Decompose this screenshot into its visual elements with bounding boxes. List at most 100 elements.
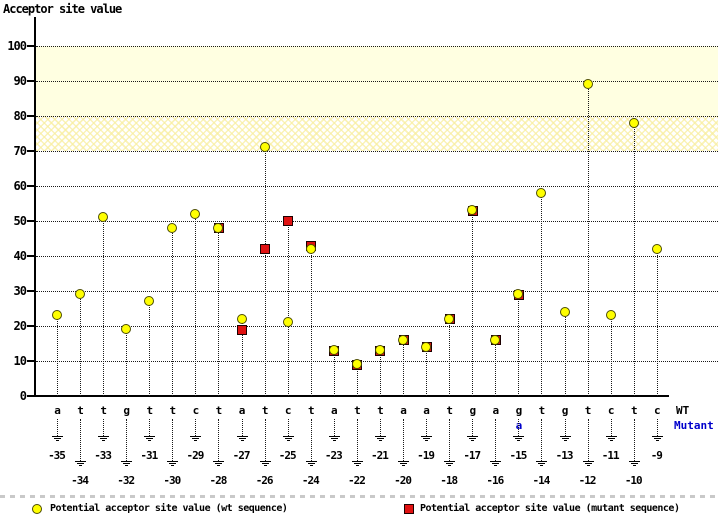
- legend-mutant-icon: [404, 504, 414, 514]
- data-stem: [172, 228, 174, 396]
- wt-row-label: WT: [676, 404, 690, 417]
- data-stem: [356, 364, 358, 396]
- y-tick-label-80: 80: [13, 109, 27, 123]
- ruler-line: [449, 419, 451, 461]
- ruler-line: [172, 419, 174, 461]
- position-label: -25: [278, 449, 297, 462]
- base-letter: c: [607, 404, 615, 417]
- data-stem: [80, 294, 82, 396]
- base-letter: t: [446, 404, 453, 417]
- base-letter: c: [284, 404, 292, 417]
- gridline-50: [36, 221, 718, 222]
- data-stem: [449, 319, 451, 396]
- data-stem: [103, 217, 105, 396]
- gridline-60: [36, 186, 718, 187]
- ground-icon: [212, 461, 225, 467]
- position-label: -10: [624, 474, 643, 487]
- y-tick-label-40: 40: [13, 249, 27, 263]
- ground-icon: [582, 461, 595, 467]
- ground-icon: [166, 461, 179, 467]
- ruler-line: [587, 419, 589, 461]
- wt-point: [444, 313, 455, 324]
- y-tick-20: [27, 325, 35, 327]
- legend-wt-icon: [32, 504, 42, 514]
- y-tick-label-0: 0: [19, 389, 27, 403]
- base-letter: c: [192, 404, 200, 417]
- base-letter: t: [538, 404, 546, 417]
- data-stem: [518, 294, 520, 396]
- wt-point: [467, 205, 478, 215]
- mutant-point: [237, 324, 248, 335]
- wt-point: [651, 243, 662, 254]
- ground-icon: [559, 436, 572, 442]
- wt-point: [398, 334, 409, 345]
- wt-point: [52, 310, 62, 320]
- ground-icon: [374, 436, 387, 442]
- data-stem: [564, 312, 566, 396]
- wt-point: [490, 334, 501, 345]
- ground-icon: [651, 436, 664, 442]
- wt-point: [121, 324, 132, 334]
- gridline-70: [36, 151, 718, 152]
- ground-icon: [74, 461, 87, 467]
- data-stem: [149, 301, 151, 396]
- data-stem: [610, 315, 612, 396]
- base-letter: t: [377, 404, 384, 417]
- y-tick-30: [27, 290, 35, 292]
- base-letter: a: [400, 404, 407, 417]
- base-letter: a: [423, 404, 430, 417]
- ruler-line: [495, 419, 497, 461]
- position-label: -27: [232, 449, 251, 462]
- y-tick-label-70: 70: [13, 144, 27, 158]
- ground-icon: [236, 436, 249, 442]
- ground-icon: [305, 461, 318, 467]
- position-label: -20: [394, 474, 412, 487]
- position-label: -30: [163, 474, 181, 487]
- ground-icon: [51, 436, 64, 442]
- ruler-line: [149, 419, 151, 436]
- data-stem: [218, 228, 220, 396]
- data-stem: [472, 210, 474, 396]
- base-letter: t: [354, 404, 361, 417]
- data-stem: [333, 350, 335, 396]
- wt-point: [282, 317, 293, 327]
- wt-point: [328, 345, 339, 355]
- y-tick-90: [27, 80, 35, 82]
- position-label: -9: [650, 449, 663, 462]
- ground-icon: [351, 461, 364, 467]
- wt-point: [305, 243, 316, 254]
- position-label: -12: [578, 474, 597, 487]
- position-label: -19: [417, 449, 435, 462]
- gridline-20: [36, 326, 718, 327]
- base-letter: g: [515, 404, 523, 417]
- ground-icon: [120, 461, 133, 467]
- ground-icon: [328, 436, 341, 442]
- gridline-90: [36, 81, 718, 82]
- y-tick-80: [27, 115, 35, 117]
- y-tick-70: [27, 150, 35, 152]
- wt-point: [628, 117, 639, 128]
- y-tick-0: [27, 395, 35, 397]
- wt-point: [374, 345, 385, 355]
- ground-icon: [605, 436, 618, 442]
- band-hatched: [36, 116, 718, 151]
- y-tick-label-90: 90: [13, 74, 27, 88]
- base-letter: g: [469, 404, 477, 417]
- gridline-100: [36, 46, 718, 47]
- wt-point: [190, 208, 201, 219]
- ruler-line: [356, 419, 358, 461]
- base-letter: a: [331, 404, 338, 417]
- position-label: -23: [324, 449, 343, 462]
- ground-icon: [397, 461, 410, 467]
- ruler-line: [287, 419, 289, 436]
- base-letter: g: [561, 404, 569, 417]
- y-axis-line: [34, 17, 36, 397]
- base-letter: c: [654, 404, 661, 417]
- legend-separator: [0, 495, 720, 498]
- chart-title: Acceptor site value: [3, 2, 122, 16]
- position-label: -21: [371, 449, 389, 462]
- ruler-line: [518, 419, 520, 436]
- wt-point: [513, 289, 524, 299]
